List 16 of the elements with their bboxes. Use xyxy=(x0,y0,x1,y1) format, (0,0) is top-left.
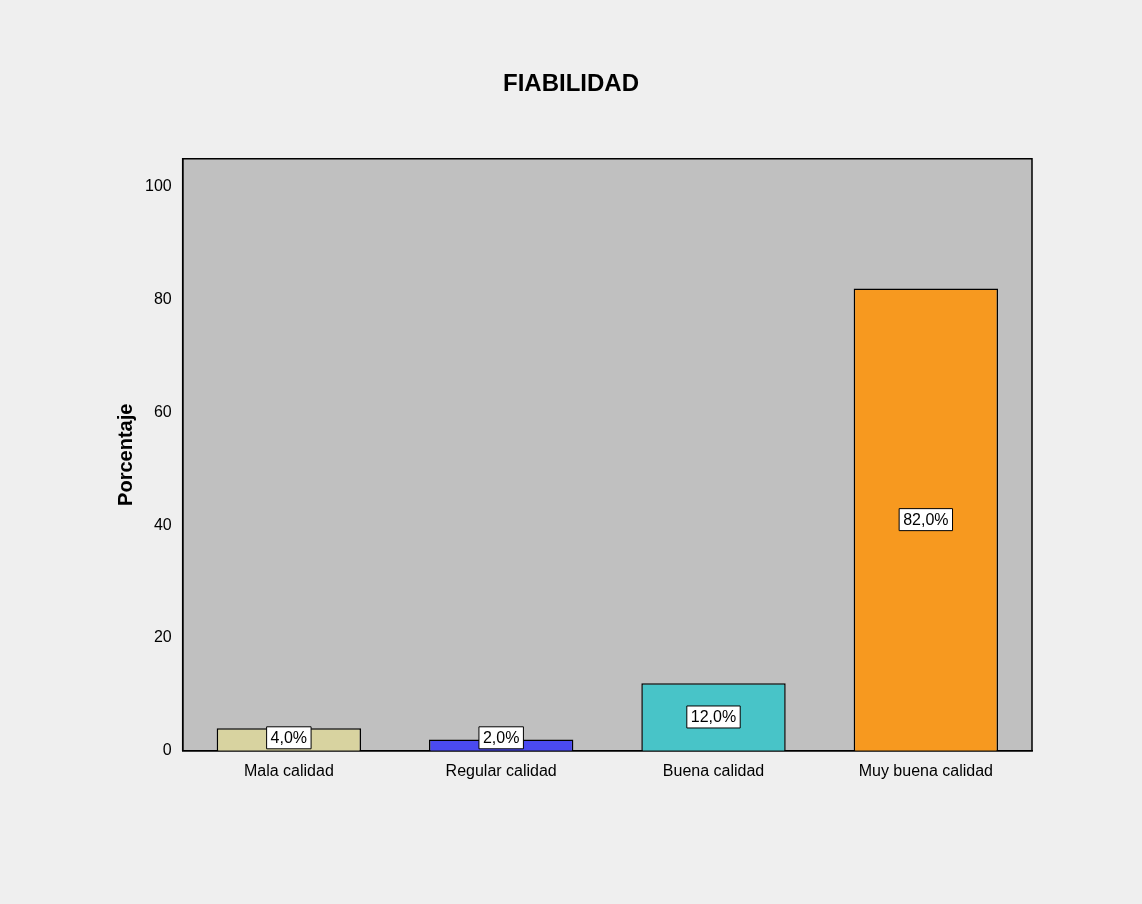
data-label: 2,0% xyxy=(482,729,520,747)
x-tick-label: Regular calidad xyxy=(445,761,557,779)
y-tick-label: 80 xyxy=(153,290,172,308)
x-tick-label: Mala calidad xyxy=(243,761,334,779)
y-tick-label: 40 xyxy=(153,515,172,533)
y-tick-label: 20 xyxy=(153,628,172,646)
y-axis-title: Porcentaje xyxy=(113,403,136,506)
x-tick-label: Buena calidad xyxy=(662,761,765,779)
chart-title: FIABILIDAD xyxy=(503,69,639,97)
data-label: 82,0% xyxy=(903,511,949,529)
y-tick-label: 60 xyxy=(153,402,172,420)
x-tick-label: Muy buena calidad xyxy=(858,761,993,779)
data-label: 4,0% xyxy=(270,729,308,747)
y-tick-label: 100 xyxy=(144,177,172,195)
data-label: 12,0% xyxy=(690,708,737,726)
y-tick-label: 0 xyxy=(162,741,172,759)
